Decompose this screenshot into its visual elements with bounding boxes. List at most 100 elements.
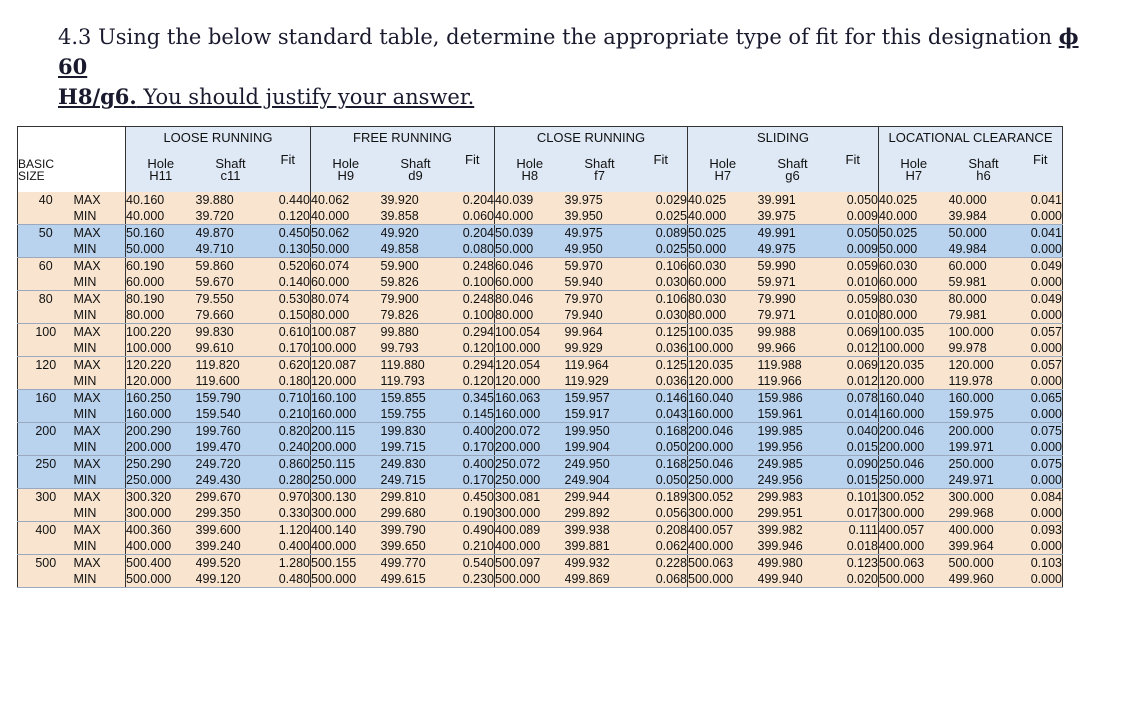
shaft-value: 199.985 bbox=[757, 422, 828, 439]
shaft-value: 199.971 bbox=[948, 439, 1019, 456]
shaft-value: 99.793 bbox=[380, 340, 451, 357]
hole-value: 200.072 bbox=[494, 422, 565, 439]
standard-fit-table: LOOSE RUNNING FREE RUNNING CLOSE RUNNING SL… bbox=[17, 126, 1063, 588]
fit-value: 0.090 bbox=[827, 455, 879, 472]
hole-value: 300.000 bbox=[878, 505, 949, 522]
question-prefix: 4.3 Using the below standard table, dete… bbox=[58, 25, 1059, 49]
hole-value: 250.000 bbox=[125, 472, 196, 489]
shaft-value: 49.984 bbox=[948, 241, 1019, 258]
fit-value: 0.490 bbox=[450, 521, 495, 538]
max-label: MAX bbox=[73, 224, 126, 241]
fit-value: 0.059 bbox=[827, 257, 879, 274]
hole-value: 250.046 bbox=[687, 455, 758, 472]
fit-value: 0.610 bbox=[265, 323, 311, 340]
basic-size-cell bbox=[17, 439, 74, 456]
fit-value: 0.000 bbox=[1018, 472, 1063, 489]
fit-value: 0.820 bbox=[265, 422, 311, 439]
hole-value: 60.000 bbox=[687, 274, 758, 291]
shaft-column-header: Shaft c11 bbox=[195, 148, 266, 192]
hole-value: 250.290 bbox=[125, 455, 196, 472]
hole-value: 50.039 bbox=[494, 224, 565, 241]
fit-column-header: Fit bbox=[450, 148, 495, 192]
hole-value: 300.000 bbox=[125, 505, 196, 522]
hole-value: 40.000 bbox=[125, 208, 196, 225]
table-body: 40 MAX 40.160 39.880 0.440 40.062 39.920 0.204 4… bbox=[17, 192, 1063, 588]
shaft-value: 399.982 bbox=[757, 521, 828, 538]
fit-value: 0.000 bbox=[1018, 505, 1063, 522]
hole-value: 200.046 bbox=[878, 422, 949, 439]
fit-value: 0.400 bbox=[265, 538, 311, 555]
hole-value: 500.063 bbox=[687, 554, 758, 571]
hole-value: 50.025 bbox=[878, 224, 949, 241]
fit-value: 0.248 bbox=[450, 257, 495, 274]
shaft-value: 59.970 bbox=[564, 257, 635, 274]
fit-value: 0.103 bbox=[1018, 554, 1063, 571]
hole-column-header: Hole H8 bbox=[494, 148, 565, 192]
fit-value: 0.010 bbox=[827, 307, 879, 324]
shaft-value: 119.600 bbox=[195, 373, 266, 390]
hole-value: 300.320 bbox=[125, 488, 196, 505]
table-row: 200 MAX 200.290 199.760 0.820 200.115 199.830 0… bbox=[17, 422, 1063, 439]
hole-value: 300.000 bbox=[687, 505, 758, 522]
fit-value: 0.294 bbox=[450, 356, 495, 373]
shaft-value: 160.000 bbox=[948, 389, 1019, 406]
fit-value: 0.120 bbox=[265, 208, 311, 225]
shaft-value: 500.000 bbox=[948, 554, 1019, 571]
basic-size-cell: 40 bbox=[17, 192, 74, 208]
shaft-value: 249.971 bbox=[948, 472, 1019, 489]
fit-value: 0.089 bbox=[634, 224, 688, 241]
fit-value: 0.069 bbox=[827, 323, 879, 340]
hole-value: 400.089 bbox=[494, 521, 565, 538]
hole-value: 50.000 bbox=[687, 241, 758, 258]
fit-value: 0.010 bbox=[827, 274, 879, 291]
fit-value: 0.210 bbox=[265, 406, 311, 423]
hole-value: 200.290 bbox=[125, 422, 196, 439]
hole-value: 120.000 bbox=[310, 373, 381, 390]
hole-value: 60.046 bbox=[494, 257, 565, 274]
hole-value: 80.190 bbox=[125, 290, 196, 307]
hole-value: 120.000 bbox=[494, 373, 565, 390]
shaft-value: 39.975 bbox=[757, 208, 828, 225]
hole-value: 200.000 bbox=[494, 439, 565, 456]
table-row: MIN 250.000 249.430 0.280 250.000 249.715 0.17… bbox=[17, 472, 1063, 489]
min-label: MIN bbox=[73, 241, 126, 258]
fit-value: 0.036 bbox=[634, 373, 688, 390]
basic-size-cell: 80 bbox=[17, 290, 74, 307]
shaft-value: 299.944 bbox=[564, 488, 635, 505]
max-label: MAX bbox=[73, 554, 126, 571]
fit-value: 0.030 bbox=[634, 274, 688, 291]
shaft-value: 299.983 bbox=[757, 488, 828, 505]
shaft-value: 299.350 bbox=[195, 505, 266, 522]
fit-value: 0.059 bbox=[827, 290, 879, 307]
fit-value: 0.150 bbox=[265, 307, 311, 324]
basic-size-cell bbox=[17, 208, 74, 225]
basic-size-cell bbox=[17, 472, 74, 489]
hole-value: 500.000 bbox=[494, 571, 565, 588]
max-label: MAX bbox=[73, 323, 126, 340]
shaft-value: 79.900 bbox=[380, 290, 451, 307]
shaft-column-header: Shaft h6 bbox=[948, 148, 1019, 192]
hole-value: 500.400 bbox=[125, 554, 196, 571]
fit-value: 0.228 bbox=[634, 554, 688, 571]
shaft-value: 499.615 bbox=[380, 571, 451, 588]
hole-value: 50.160 bbox=[125, 224, 196, 241]
hole-value: 250.115 bbox=[310, 455, 381, 472]
hole-value: 60.030 bbox=[687, 257, 758, 274]
shaft-value: 399.790 bbox=[380, 521, 451, 538]
min-label: MIN bbox=[73, 538, 126, 555]
min-label: MIN bbox=[73, 274, 126, 291]
fit-value: 0.093 bbox=[1018, 521, 1063, 538]
shaft-value: 39.975 bbox=[564, 192, 635, 208]
shaft-value: 79.660 bbox=[195, 307, 266, 324]
min-label: MIN bbox=[73, 571, 126, 588]
min-label: MIN bbox=[73, 373, 126, 390]
fit-value: 0.145 bbox=[450, 406, 495, 423]
hole-value: 80.000 bbox=[125, 307, 196, 324]
category-header: LOCATIONAL CLEARANCE bbox=[878, 126, 1063, 148]
fit-value: 0.111 bbox=[827, 521, 879, 538]
hole-value: 400.000 bbox=[310, 538, 381, 555]
fit-value: 0.000 bbox=[1018, 208, 1063, 225]
shaft-value: 49.991 bbox=[757, 224, 828, 241]
basic-size-cell bbox=[17, 571, 74, 588]
hole-value: 80.000 bbox=[687, 307, 758, 324]
